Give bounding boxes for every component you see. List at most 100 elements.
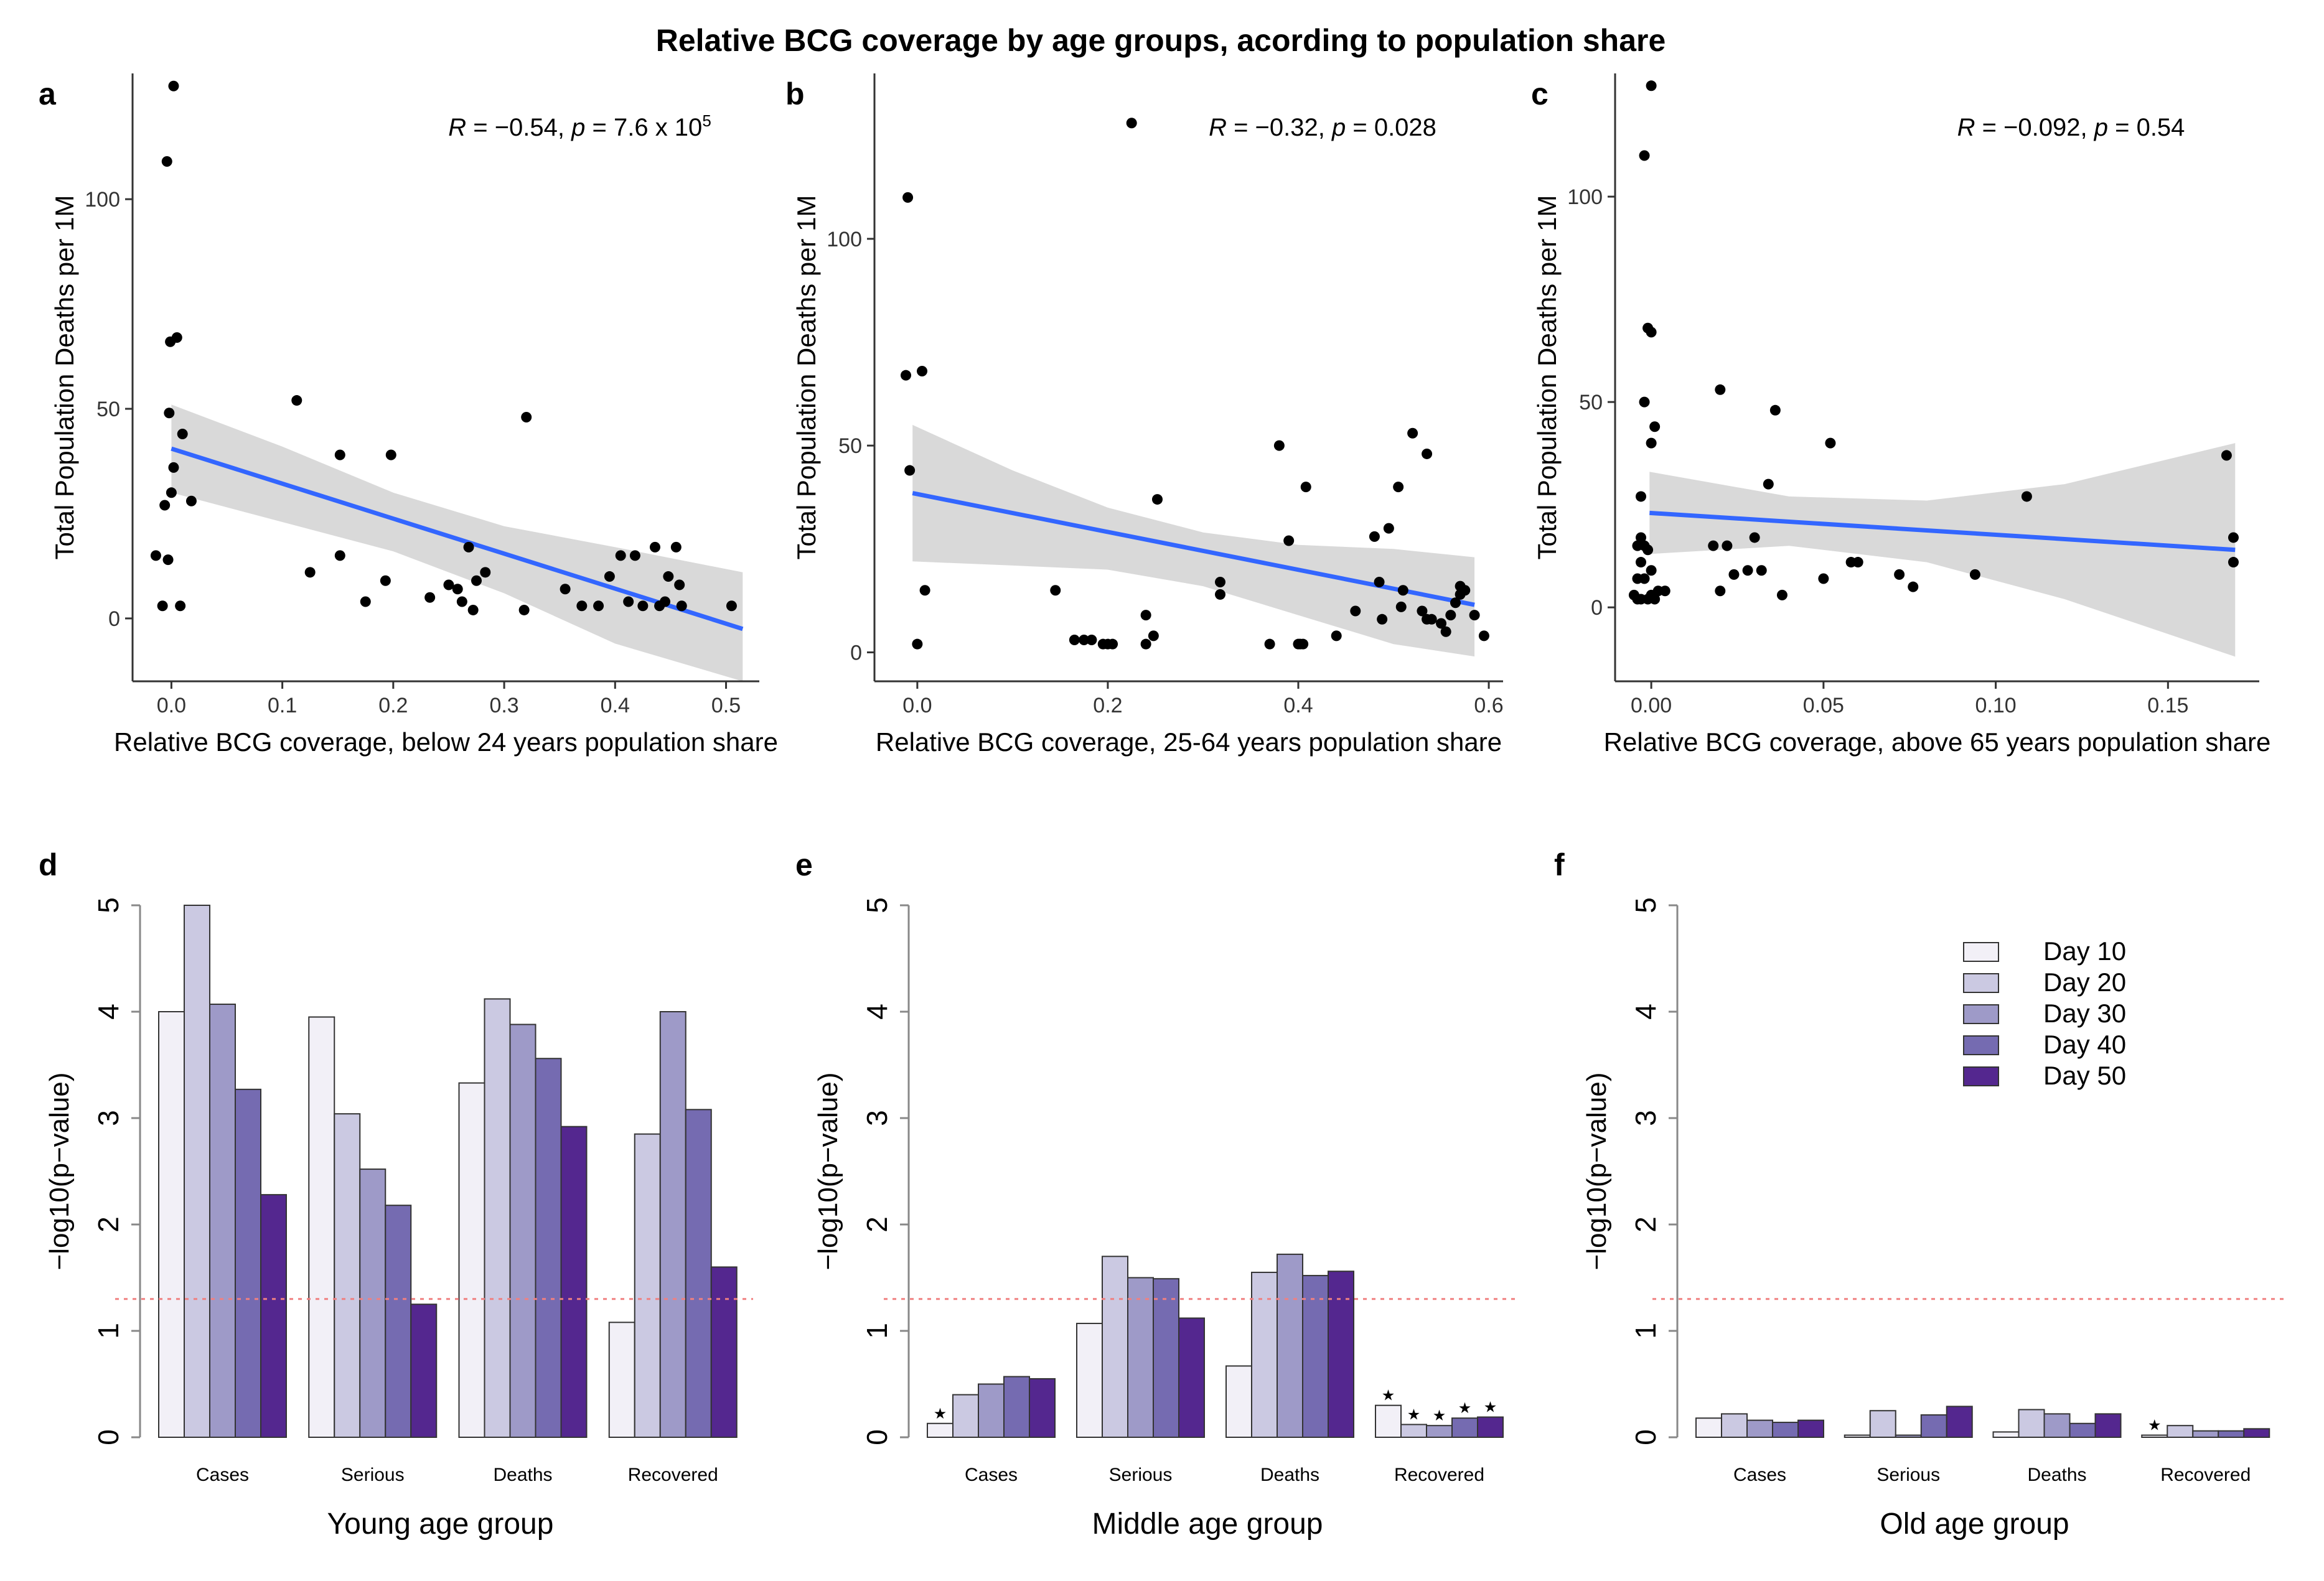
data-point — [168, 80, 179, 91]
bar-day-30 — [2043, 1413, 2071, 1438]
legend-label: Day 40 — [2043, 1030, 2126, 1059]
data-point — [1395, 601, 1407, 612]
y-axis-title: Total Population Deaths per 1M — [792, 195, 821, 559]
category-label: Cases — [1733, 1465, 1786, 1485]
data-point — [1426, 613, 1437, 625]
y-tick-label: 100 — [1567, 185, 1603, 209]
legend-swatch — [1963, 1035, 1999, 1055]
data-point — [443, 579, 454, 590]
category-label: Recovered — [2160, 1465, 2251, 1485]
data-point — [1749, 532, 1760, 543]
bar-day-50 — [260, 1194, 287, 1438]
bar-day-20 — [1251, 1271, 1278, 1438]
data-point — [901, 370, 911, 381]
bar-day-40 — [535, 1058, 562, 1438]
bar-day-40 — [1302, 1275, 1329, 1439]
data-point — [1152, 494, 1163, 505]
data-point — [1445, 610, 1456, 621]
legend-swatch — [1963, 942, 1999, 962]
bar-day-10 — [2141, 1434, 2168, 1439]
bar-day-30 — [978, 1383, 1005, 1438]
data-point — [1639, 150, 1650, 161]
data-point — [1636, 491, 1647, 502]
annotation-r_val: = −0.32, — [1227, 114, 1332, 141]
bar-day-20 — [952, 1394, 979, 1439]
bar-day-20 — [1400, 1424, 1427, 1438]
data-point — [623, 596, 634, 607]
bar-day-20 — [334, 1113, 361, 1439]
data-point — [1825, 437, 1836, 449]
data-point — [1649, 594, 1661, 605]
data-point — [471, 575, 482, 586]
bar-day-30 — [359, 1168, 387, 1438]
data-point — [1107, 638, 1118, 650]
panel-letter: b — [785, 77, 805, 111]
confidence-ribbon — [1649, 443, 2236, 657]
data-point — [1264, 638, 1275, 650]
category-label: Cases — [965, 1465, 1018, 1485]
regression-line — [171, 446, 744, 632]
x-tick-label: 0.15 — [2147, 694, 2188, 717]
x-axis-title: Relative BCG coverage, above 65 years po… — [1604, 727, 2271, 757]
data-point — [1894, 569, 1905, 580]
data-point — [1776, 589, 1788, 600]
category-label: Deaths — [1260, 1465, 1319, 1485]
panel-letter: e — [795, 847, 813, 882]
y-tick-label: 3 — [92, 1110, 124, 1126]
data-point — [560, 584, 571, 595]
data-point — [161, 156, 172, 167]
bar-day-40 — [1772, 1422, 1799, 1439]
bar-day-40 — [1153, 1278, 1179, 1438]
panel-letter: a — [39, 77, 57, 111]
data-point — [1298, 638, 1309, 650]
bar-day-10 — [1225, 1365, 1252, 1438]
data-point — [1715, 384, 1726, 395]
bar-day-30 — [209, 1004, 236, 1438]
data-point — [1763, 478, 1774, 490]
data-point — [1455, 581, 1466, 592]
bar-day-40 — [235, 1088, 261, 1438]
significance-star: ★ — [1433, 1407, 1446, 1424]
data-point — [1636, 557, 1647, 568]
panel-a: a 0 50 100 0.0 0.1 0.2 0.3 0.4 0.5 Relative BCG co… — [39, 73, 778, 757]
data-point — [1374, 576, 1385, 587]
data-point — [904, 465, 916, 476]
data-point — [1369, 531, 1380, 542]
data-point — [1642, 544, 1654, 556]
data-point — [1397, 585, 1408, 596]
panel-letter: c — [1531, 77, 1549, 111]
bar-day-40 — [685, 1109, 712, 1438]
y-tick-label: 0 — [1591, 596, 1603, 620]
data-point — [334, 550, 345, 561]
data-point — [380, 575, 391, 586]
y-tick-label: 5 — [861, 897, 893, 913]
bar-day-10 — [1695, 1417, 1722, 1438]
bar-day-20 — [634, 1133, 661, 1439]
data-point — [2228, 557, 2239, 568]
data-point — [1646, 437, 1657, 449]
data-point — [1646, 565, 1657, 576]
data-point — [1646, 327, 1657, 338]
data-point — [670, 541, 682, 553]
data-point — [1639, 396, 1650, 408]
bar-day-50 — [1328, 1271, 1354, 1438]
bar-day-10 — [1992, 1431, 2020, 1438]
bar-day-10 — [1844, 1434, 1871, 1439]
annotation-r_lbl: R — [1209, 114, 1227, 141]
data-point — [1148, 630, 1159, 641]
category-label: Recovered — [628, 1465, 718, 1485]
data-point — [1722, 540, 1733, 551]
bar-day-10 — [1375, 1404, 1402, 1438]
data-point — [1215, 589, 1225, 600]
significance-star: ★ — [1458, 1400, 1472, 1417]
bar-day-10 — [308, 1016, 335, 1439]
panel-d: d 0 1 2 3 4 5 −log10(p−value) Cases Serious Deaths… — [39, 847, 753, 1541]
y-tick-label: 1 — [1629, 1323, 1662, 1339]
annotation-p_val: = 0.028 — [1346, 114, 1436, 141]
bar-day-20 — [2018, 1409, 2045, 1439]
y-axis-title: −log10(p−value) — [1581, 1072, 1612, 1270]
data-point — [1377, 613, 1388, 625]
category-label: Serious — [1877, 1465, 1940, 1485]
correlation-annotation: R = −0.54, p = 7.6 x 105 — [448, 111, 711, 141]
x-axis-title: Young age group — [327, 1508, 554, 1541]
